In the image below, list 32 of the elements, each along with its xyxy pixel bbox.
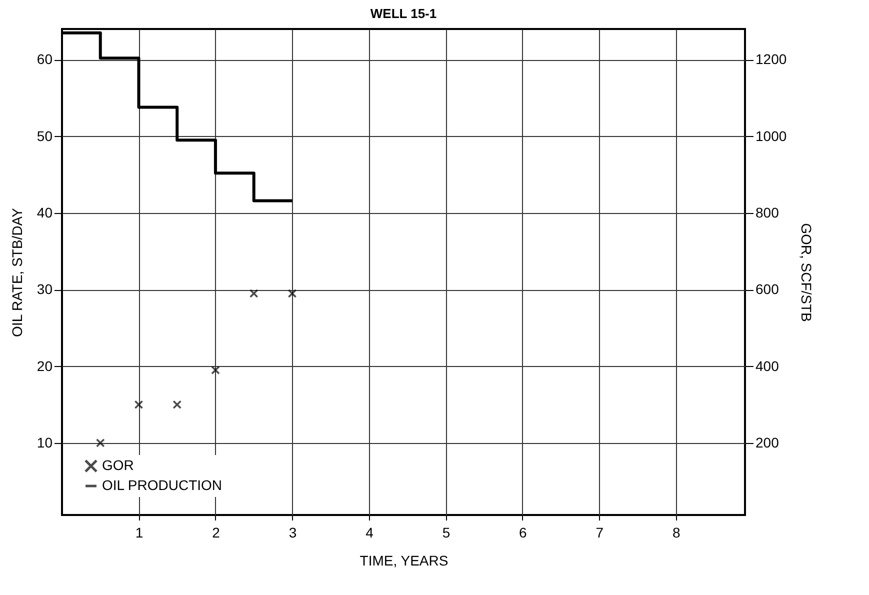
x-tick-label: 6 xyxy=(519,524,528,540)
x-tick-label: 5 xyxy=(442,524,450,540)
y2-tick-label: 1200 xyxy=(756,51,787,68)
y-axis-title: OIL RATE, STB/DAY xyxy=(8,207,25,337)
x-tick-label: 3 xyxy=(288,524,297,540)
y2-axis-title: GOR, SCF/STB xyxy=(798,223,815,322)
legend-label: GOR xyxy=(102,457,134,473)
point xyxy=(249,289,258,298)
point xyxy=(211,366,220,375)
point xyxy=(172,400,182,410)
y2-tick-label: 1000 xyxy=(756,128,787,144)
legend-label: OIL PRODUCTION xyxy=(102,477,222,493)
x-tick-label: 8 xyxy=(672,524,681,540)
chart-title: WELL 15-1 xyxy=(370,6,437,21)
y-tick-label: 60 xyxy=(36,51,53,68)
y-tick-label: 50 xyxy=(36,128,53,144)
y2-tick-label: 400 xyxy=(756,358,780,374)
point xyxy=(134,400,144,410)
x-tick-label: 2 xyxy=(212,524,220,540)
x-tick-label: 1 xyxy=(135,524,144,540)
y2-tick-label: 800 xyxy=(756,204,780,220)
x-tick-label: 7 xyxy=(596,524,604,540)
x-tick-label: 4 xyxy=(366,524,374,540)
y2-tick-label: 200 xyxy=(756,434,780,450)
point xyxy=(288,289,297,298)
x-axis-title: TIME, YEARS xyxy=(360,552,448,568)
y-tick-label: 40 xyxy=(36,204,53,220)
point xyxy=(96,438,105,448)
y2-tick-label: 600 xyxy=(756,281,780,298)
y-tick-label: 30 xyxy=(36,281,53,298)
y-tick-label: 10 xyxy=(36,434,53,450)
y-tick-label: 20 xyxy=(36,358,53,374)
